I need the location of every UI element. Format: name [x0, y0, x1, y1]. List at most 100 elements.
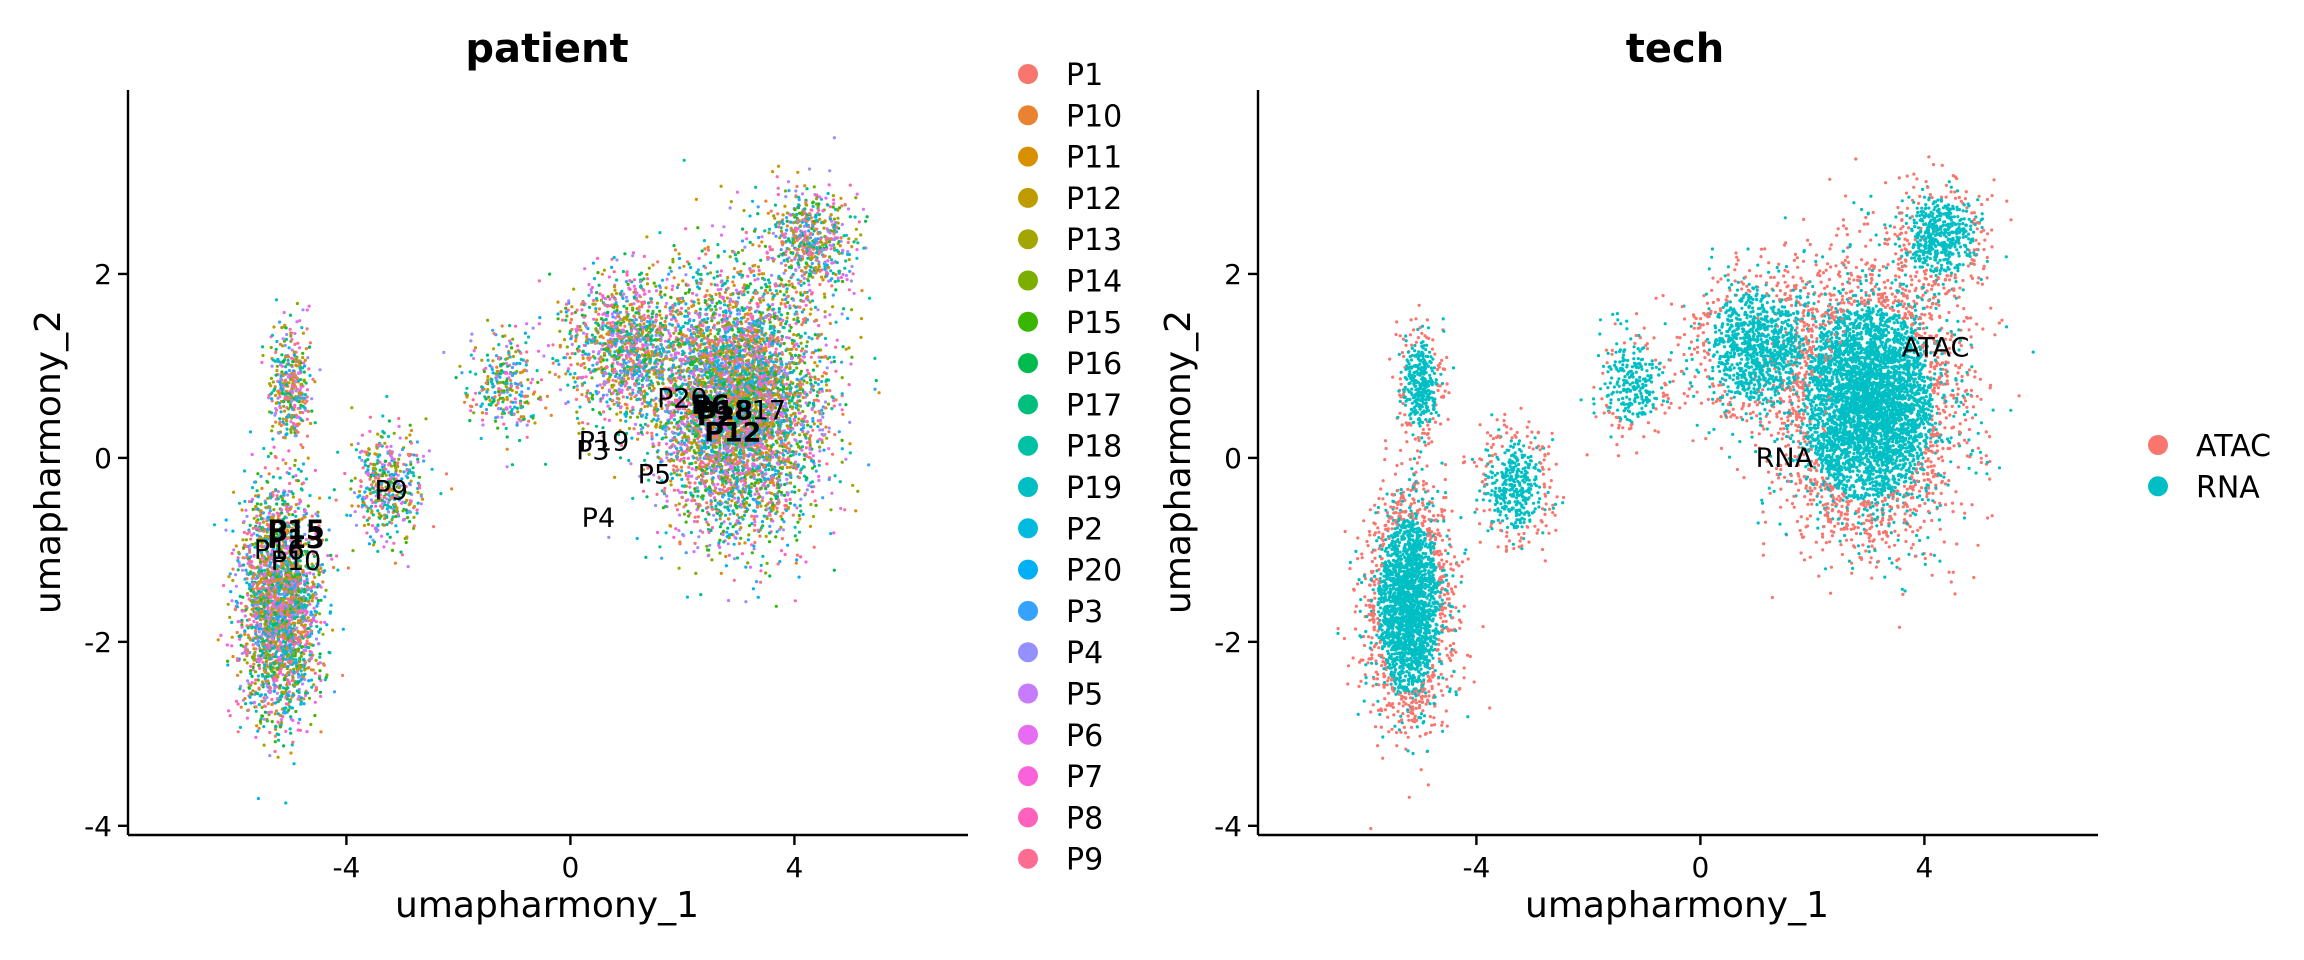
data-point [744, 484, 748, 488]
data-point [704, 252, 708, 256]
data-point [797, 488, 801, 492]
data-point [682, 452, 686, 456]
data-point [700, 329, 705, 333]
data-point [788, 362, 792, 366]
data-point [705, 479, 709, 483]
data-point [779, 313, 784, 317]
data-point [786, 397, 790, 401]
data-point [746, 274, 750, 278]
data-point [677, 502, 681, 506]
data-point [738, 346, 742, 350]
data-point [732, 511, 736, 516]
data-point [717, 491, 721, 495]
data-point [654, 365, 658, 369]
data-point [777, 489, 781, 494]
data-point [732, 377, 737, 381]
data-point [783, 368, 787, 372]
data-point [736, 381, 741, 385]
data-point [639, 423, 643, 427]
data-point [769, 367, 773, 371]
data-point [723, 460, 727, 464]
data-point [788, 473, 793, 477]
data-point [790, 356, 794, 361]
data-point [796, 421, 800, 425]
data-point [717, 329, 721, 333]
data-point [730, 324, 734, 328]
data-point [785, 316, 789, 320]
data-point [761, 322, 766, 326]
data-point [743, 481, 747, 485]
data-point [776, 469, 781, 473]
data-point [700, 465, 705, 469]
data-point [769, 435, 773, 439]
data-point [684, 520, 688, 524]
data-point [742, 315, 746, 319]
data-point [724, 554, 728, 559]
data-point [805, 419, 809, 424]
data-point [795, 538, 799, 542]
data-point [768, 281, 772, 285]
data-point [767, 448, 772, 452]
data-point [811, 454, 815, 458]
data-point [708, 328, 713, 332]
data-point [775, 430, 779, 434]
data-point [704, 293, 708, 297]
data-point [744, 600, 748, 604]
data-point [813, 305, 818, 309]
data-point [723, 357, 727, 361]
data-point [767, 317, 772, 322]
data-point [746, 333, 750, 337]
data-point [812, 545, 816, 549]
data-point [753, 520, 757, 524]
data-point [720, 318, 724, 322]
data-point [676, 432, 681, 436]
data-point [696, 515, 701, 519]
data-point [766, 477, 770, 481]
data-point [729, 449, 734, 453]
data-point [710, 300, 714, 305]
data-point [728, 361, 732, 365]
data-point [700, 494, 705, 498]
data-point [682, 375, 686, 379]
data-point [847, 383, 851, 387]
data-point [750, 448, 754, 452]
data-point [828, 321, 832, 326]
data-point [690, 426, 694, 430]
data-point [805, 488, 809, 492]
data-point [709, 282, 713, 286]
data-point [697, 467, 702, 471]
data-point [676, 468, 680, 472]
data-point [722, 249, 727, 253]
data-point [712, 348, 716, 352]
data-point [770, 491, 774, 495]
data-point [800, 377, 804, 381]
data-point [672, 425, 676, 429]
data-point [809, 434, 813, 438]
data-point [737, 272, 742, 276]
data-point [747, 484, 751, 488]
data-point [693, 434, 698, 438]
data-point [785, 481, 789, 485]
data-point [714, 292, 718, 296]
data-point [790, 341, 795, 345]
data-point [755, 478, 759, 482]
data-point [660, 556, 664, 560]
data-point [816, 424, 820, 429]
data-point [798, 388, 802, 392]
data-point [852, 291, 856, 296]
data-point [723, 372, 727, 376]
data-point [847, 346, 851, 350]
data-point [675, 508, 680, 512]
data-point [746, 561, 750, 565]
data-point [840, 408, 844, 412]
data-point [776, 478, 781, 482]
data-point [665, 494, 669, 498]
data-point [751, 497, 755, 501]
data-point [689, 491, 693, 495]
data-point [758, 534, 762, 538]
data-point [751, 296, 755, 300]
data-point [741, 286, 745, 290]
data-point [729, 381, 734, 385]
data-point [804, 303, 808, 307]
data-point [792, 345, 796, 349]
